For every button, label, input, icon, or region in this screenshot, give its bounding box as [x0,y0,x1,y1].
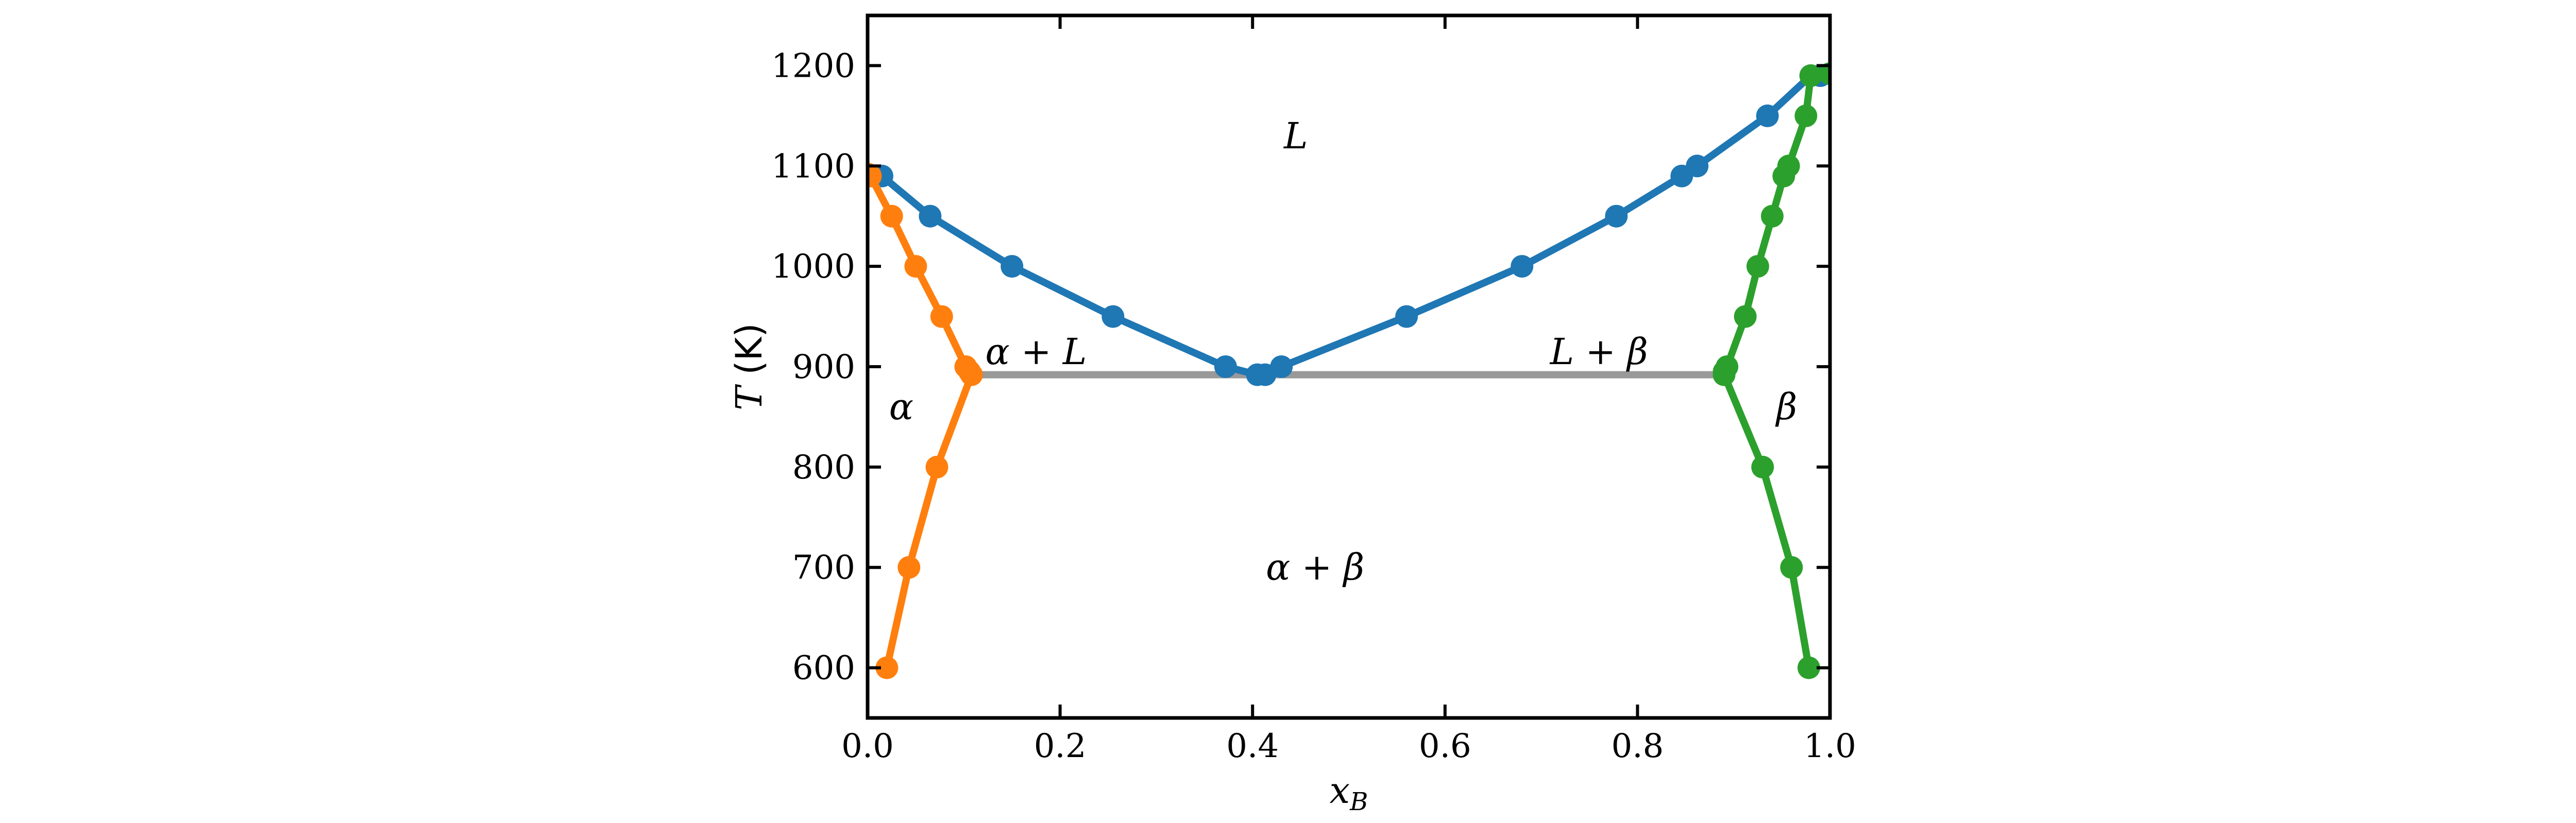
series-0-point [1270,355,1293,378]
axis-ticks [866,15,1832,718]
plot-area [868,62,1830,679]
series-1-point [875,656,899,679]
y-axis-title: T (K) [728,323,770,410]
series-0-point [1101,305,1125,328]
series-2-point [1797,656,1820,679]
series-2-point [1819,62,1830,85]
region-label: L [1283,115,1308,157]
x-tick-label: 0.6 [1419,727,1471,765]
series-0-point [1395,305,1418,328]
series-2-point [1760,204,1784,228]
region-label: L + β [1549,331,1648,373]
y-axis-title-variable: T [728,384,770,410]
series-2-line [1720,70,1830,672]
x-axis-title-base: x [1330,769,1350,812]
y-tick-label: 600 [792,649,855,688]
x-tick-label: 0.4 [1226,727,1279,765]
x-axis-title-subscript: B [1349,787,1368,816]
series-1-point [925,455,948,478]
series-0-point [1511,255,1534,278]
series-1-point [904,255,927,278]
series-2-point [1746,255,1769,278]
series-1-point [868,164,882,187]
series-2-point [1794,104,1818,127]
region-label: α + β [1266,546,1364,589]
series-2-point [1780,556,1803,579]
series-1-point [897,556,921,579]
series-0-point [919,204,942,228]
series-2-point [1734,305,1757,328]
region-label: β [1775,386,1797,428]
series-1-line [868,170,975,672]
y-axis-title-unit: (K) [728,323,770,386]
x-tick-label: 1.0 [1804,727,1856,765]
y-tick-label: 1000 [771,248,855,286]
series-2-point [1799,64,1822,87]
y-tick-label: 800 [792,449,855,487]
series-1-point [880,204,903,228]
series-1-point [930,305,953,328]
series-0-line [868,70,1830,379]
x-tick-label: 0.2 [1034,727,1087,765]
series-2-point [1751,455,1774,478]
y-tick-label: 900 [792,348,855,386]
x-axis-title: xB [1330,769,1368,816]
x-tick-label: 0.0 [841,727,894,765]
series-2-point [1772,164,1795,187]
series-0-point [1605,204,1628,228]
series-0-point [1756,104,1779,127]
series-0-point [1001,255,1024,278]
series-2-point [1713,363,1736,386]
x-tick-label: 0.8 [1612,727,1664,765]
y-tick-label: 700 [792,549,855,587]
axis-labels: 0.0 0.2 0.4 0.6 0.8 1.0 600 700 800 900 1000 1100 12… [771,47,1856,765]
region-label: α + L [985,331,1087,373]
y-tick-label: 1200 [771,47,855,85]
plot-content [868,62,1830,679]
series-0-point [1214,355,1237,378]
series-0-point [1686,155,1709,178]
series-1-point [960,363,983,386]
region-label: α [889,386,913,428]
y-tick-label: 1100 [771,147,855,185]
